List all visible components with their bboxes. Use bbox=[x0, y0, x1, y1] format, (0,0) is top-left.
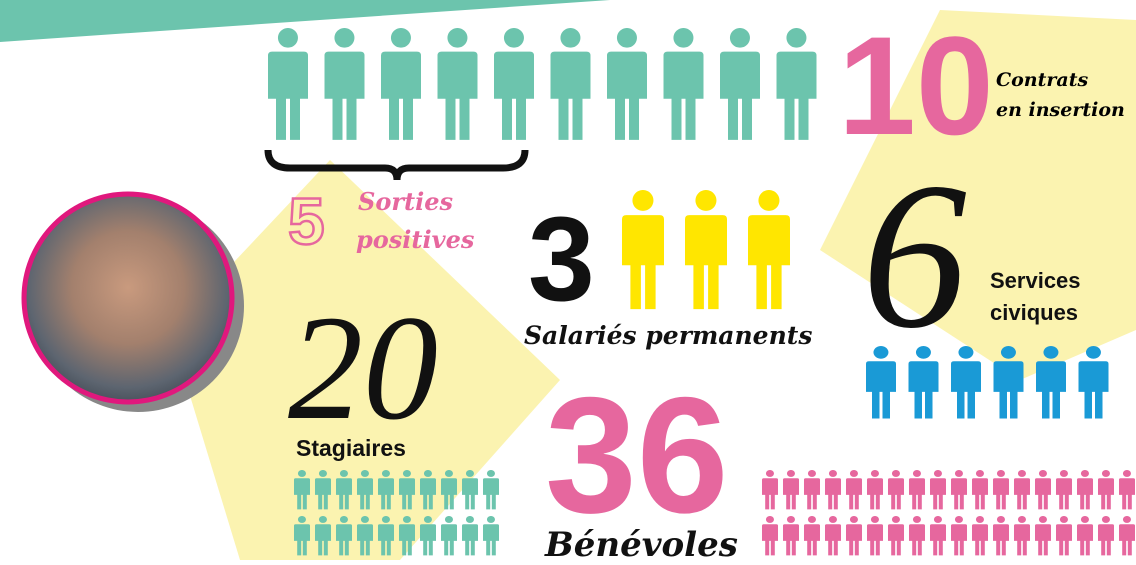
person-icon bbox=[1035, 516, 1051, 555]
person-icon bbox=[1119, 516, 1135, 555]
person-icon bbox=[972, 516, 988, 555]
person-icon bbox=[1098, 470, 1114, 509]
person-icon bbox=[951, 516, 967, 555]
person-icon bbox=[888, 516, 904, 555]
person-icon bbox=[888, 470, 904, 509]
person-icon bbox=[993, 516, 1009, 555]
person-icon bbox=[1056, 470, 1072, 509]
stat-label: Salariés permanents bbox=[524, 321, 812, 350]
person-icon bbox=[483, 470, 499, 509]
person-icon bbox=[381, 28, 421, 140]
person-icon bbox=[846, 470, 862, 509]
person-icon bbox=[268, 28, 308, 140]
stat-number: 36 bbox=[545, 363, 729, 547]
person-icon bbox=[804, 470, 820, 509]
person-icon bbox=[325, 28, 365, 140]
person-icon bbox=[441, 516, 457, 555]
person-icon bbox=[930, 470, 946, 509]
person-icon bbox=[1098, 516, 1114, 555]
person-icon bbox=[783, 470, 799, 509]
person-icon bbox=[1077, 470, 1093, 509]
person-icon bbox=[804, 516, 820, 555]
person-icon bbox=[951, 470, 967, 509]
person-icon bbox=[748, 190, 790, 309]
person-icon bbox=[1119, 470, 1135, 509]
person-icon bbox=[483, 516, 499, 555]
person-icon bbox=[825, 516, 841, 555]
person-icon bbox=[909, 470, 925, 509]
stat-label: positives bbox=[356, 225, 475, 254]
brace bbox=[268, 150, 525, 180]
person-icon bbox=[825, 470, 841, 509]
person-icon bbox=[909, 516, 925, 555]
person-icon bbox=[783, 516, 799, 555]
person-icon bbox=[1014, 470, 1030, 509]
person-icon bbox=[846, 516, 862, 555]
person-icon bbox=[720, 28, 760, 140]
person-icon bbox=[664, 28, 704, 140]
person-icon bbox=[1035, 470, 1051, 509]
person-icon bbox=[762, 470, 778, 509]
stat-number: 6 bbox=[862, 140, 967, 372]
stat-label: Services bbox=[990, 268, 1081, 293]
person-icon bbox=[1014, 516, 1030, 555]
person-icon bbox=[438, 28, 478, 140]
person-icon bbox=[762, 516, 778, 555]
person-icon bbox=[972, 470, 988, 509]
stat-number: 5 bbox=[288, 184, 325, 258]
stat-label: Bénévoles bbox=[544, 525, 738, 565]
stat-label: Stagiaires bbox=[296, 435, 406, 461]
person-icon bbox=[1077, 516, 1093, 555]
stat-label: en insertion bbox=[996, 99, 1125, 121]
person-icon bbox=[1056, 516, 1072, 555]
person-icon bbox=[462, 516, 478, 555]
person-icon bbox=[993, 470, 1009, 509]
person-icon bbox=[930, 516, 946, 555]
person-icon bbox=[622, 190, 664, 309]
person-icon bbox=[867, 516, 883, 555]
person-icon bbox=[685, 190, 727, 309]
person-icon bbox=[607, 28, 647, 140]
person-icon bbox=[867, 470, 883, 509]
stat-label: Sorties bbox=[358, 187, 453, 216]
stat-label: Contrats bbox=[996, 69, 1088, 91]
stat-number: 3 bbox=[528, 192, 595, 326]
photo bbox=[24, 194, 232, 402]
stat-number: 20 bbox=[288, 285, 438, 451]
person-icon bbox=[494, 28, 534, 140]
person-icon bbox=[777, 28, 817, 140]
person-icon bbox=[551, 28, 591, 140]
infographic: 10 Contrats en insertion 5 Sorties posit… bbox=[0, 0, 1136, 565]
stat-label: civiques bbox=[990, 300, 1078, 325]
person-icon bbox=[1079, 346, 1109, 419]
